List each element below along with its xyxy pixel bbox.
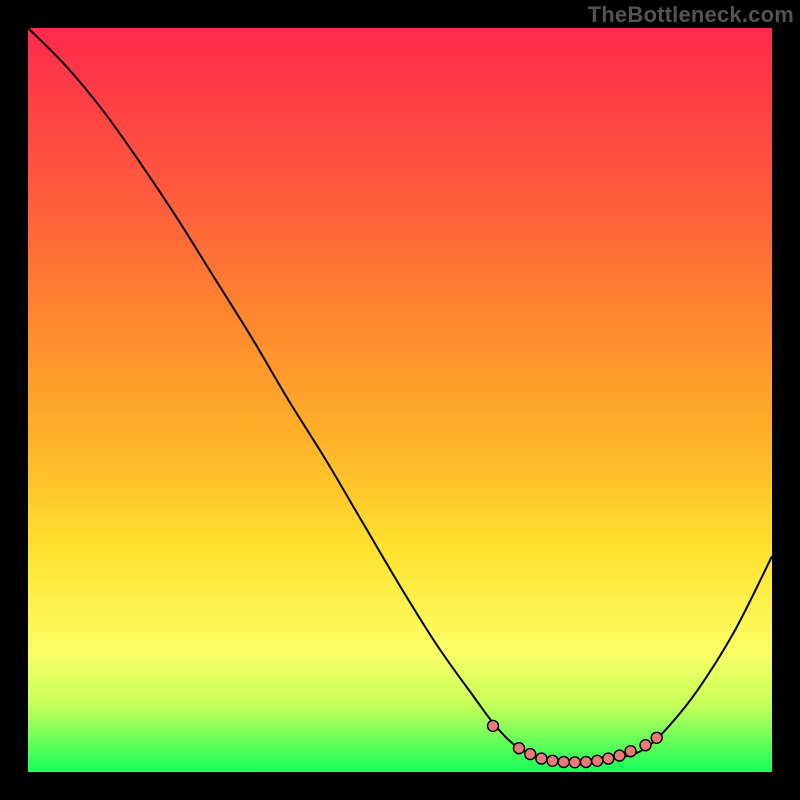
marker-dot <box>614 750 625 761</box>
marker-dot <box>488 720 499 731</box>
marker-dot <box>536 753 547 764</box>
marker-dot <box>592 755 603 766</box>
chart-overlay <box>28 28 772 772</box>
bottleneck-curve <box>28 28 772 763</box>
stage: TheBottleneck.com <box>0 0 800 800</box>
marker-dot <box>569 757 580 768</box>
marker-dot <box>514 743 525 754</box>
marker-dot <box>651 732 662 743</box>
watermark-text: TheBottleneck.com <box>588 2 794 28</box>
marker-dot <box>547 755 558 766</box>
marker-dot <box>558 757 569 768</box>
marker-dot <box>625 746 636 757</box>
marker-dot <box>525 749 536 760</box>
marker-dot <box>581 757 592 768</box>
marker-dot <box>603 753 614 764</box>
marker-dot <box>640 740 651 751</box>
